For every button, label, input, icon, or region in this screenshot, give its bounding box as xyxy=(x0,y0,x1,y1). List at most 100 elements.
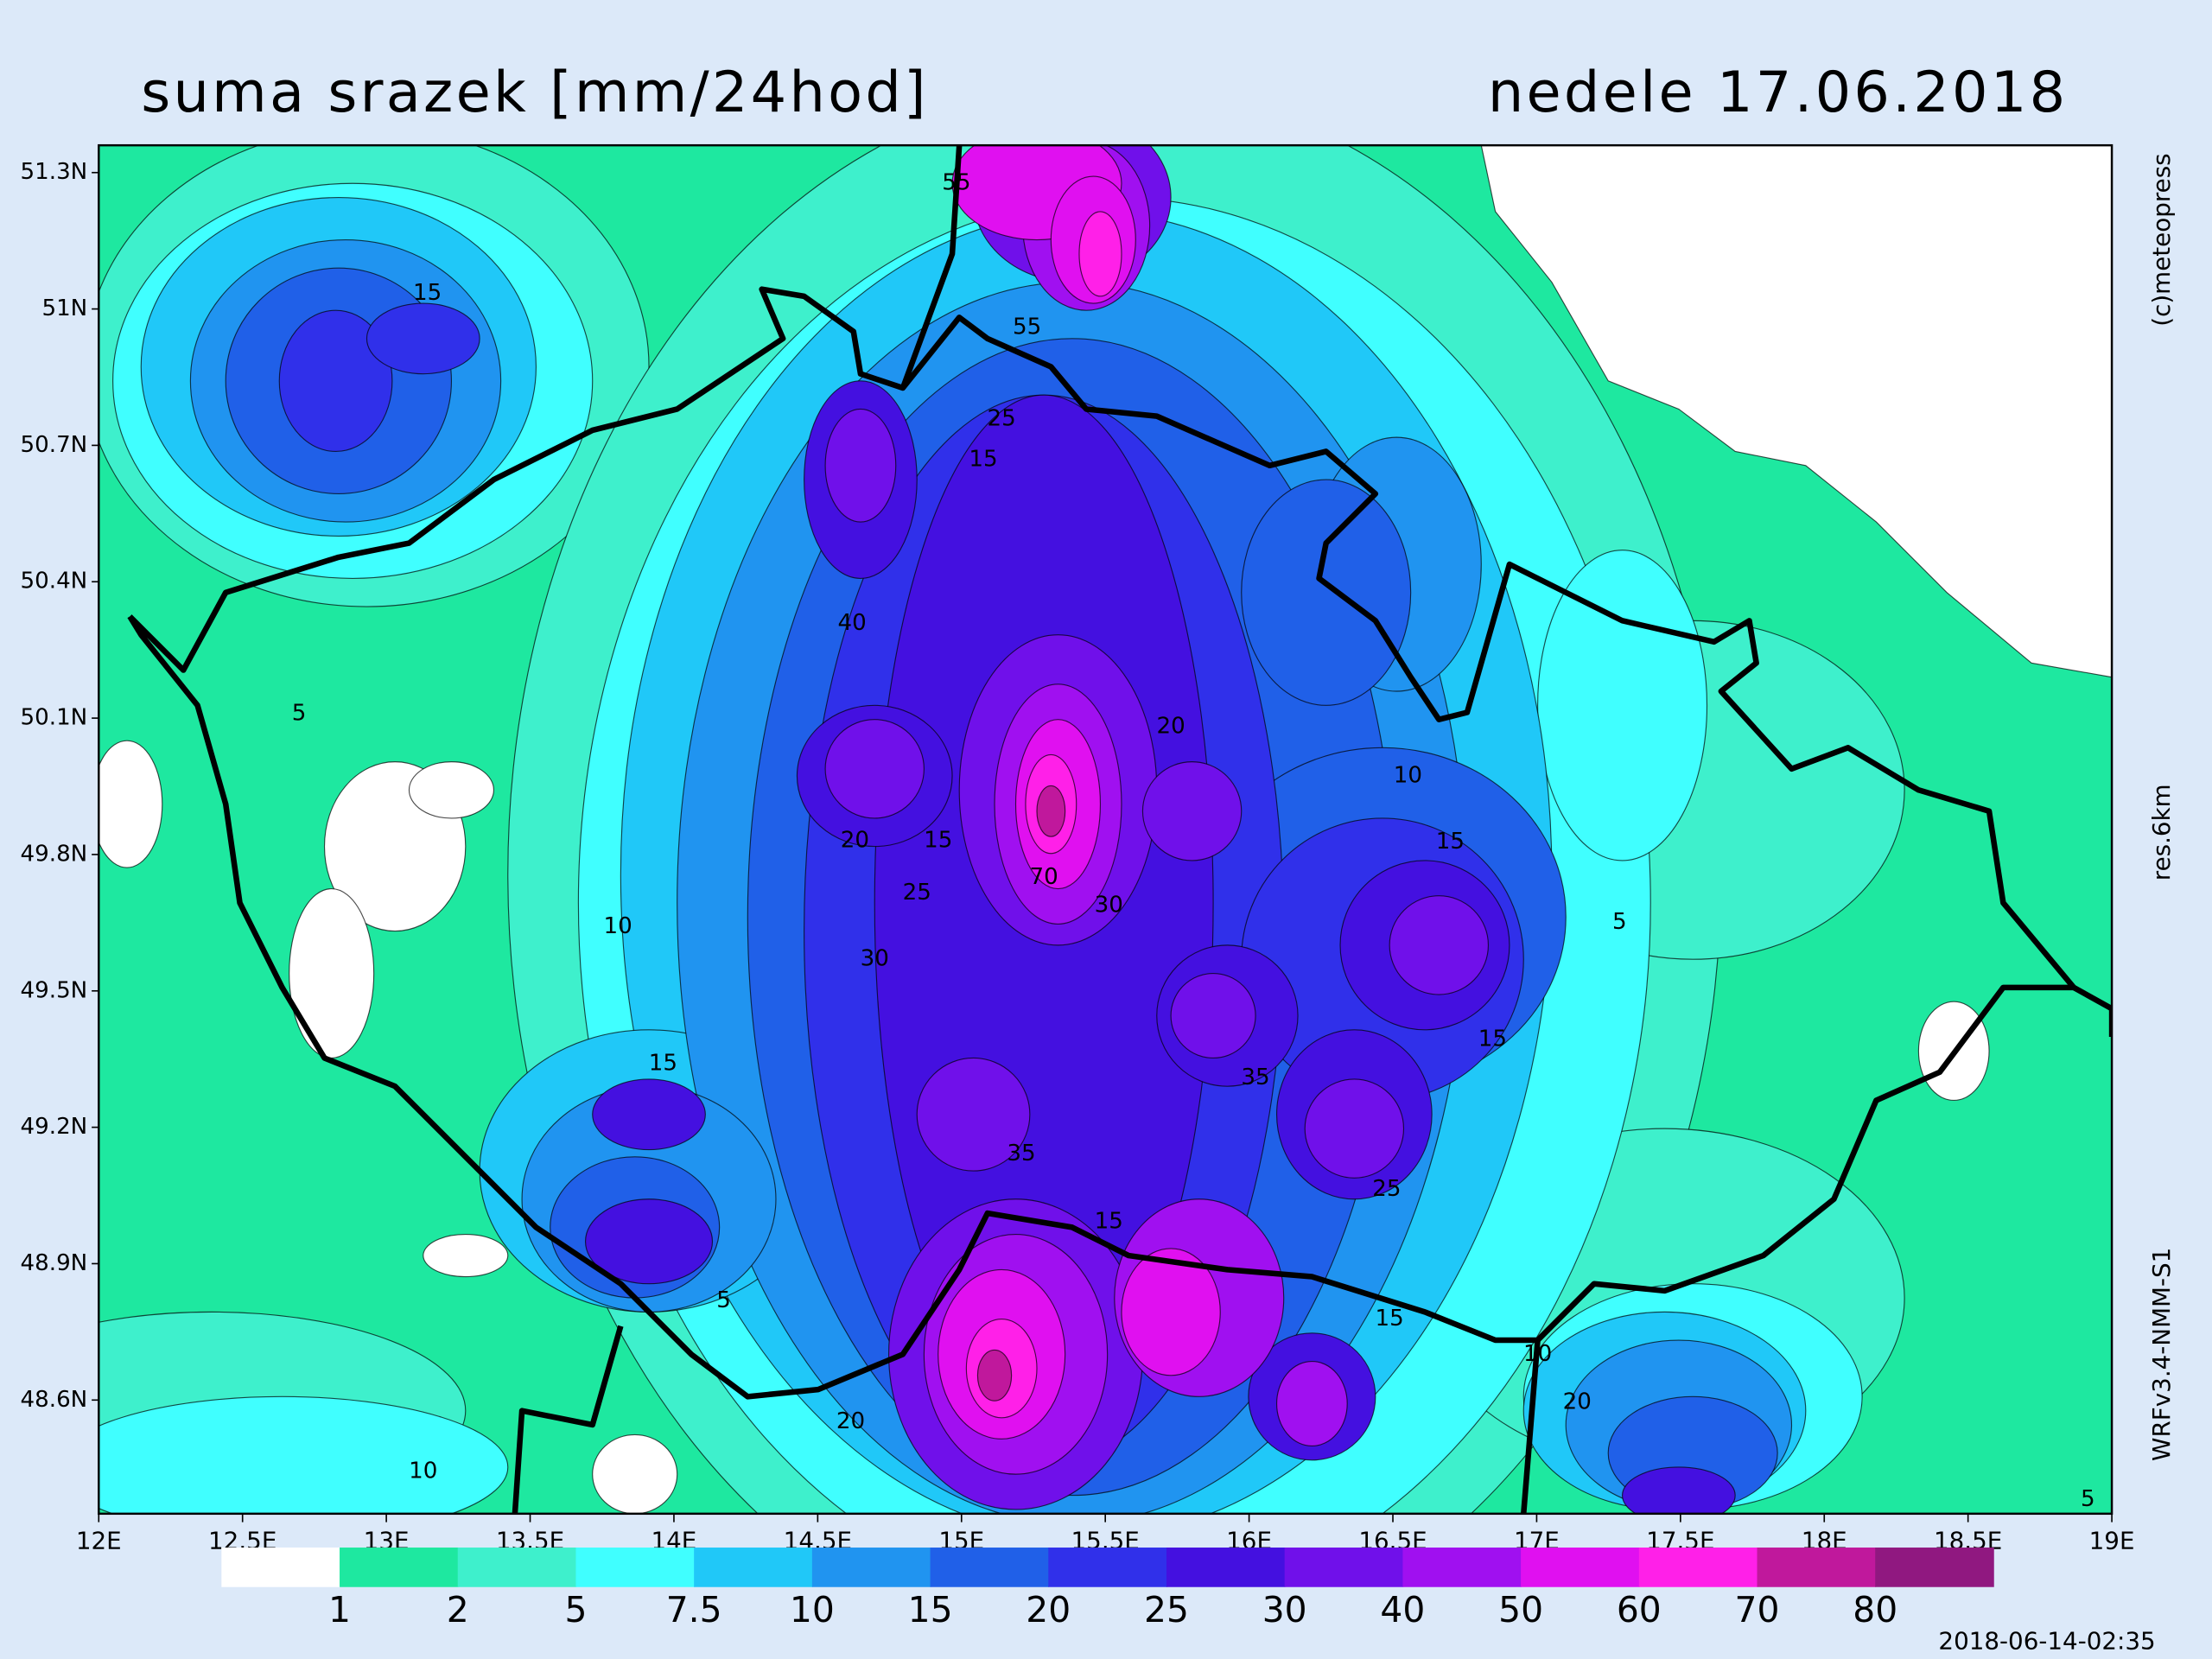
colorbar-segment xyxy=(811,1548,931,1587)
y-tick-label: 50.7N xyxy=(21,432,88,458)
contour-label: 5 xyxy=(292,701,307,727)
contour-label: 20 xyxy=(1563,1389,1592,1414)
contour-label: 5 xyxy=(2081,1486,2095,1512)
field-dry-area xyxy=(1480,145,2113,678)
title: suma srazek [mm/24hod] xyxy=(141,60,929,125)
contour-label: 10 xyxy=(409,1458,437,1484)
precip-area xyxy=(584,1198,714,1285)
colorbar-label: 30 xyxy=(1262,1589,1307,1630)
colorbar-label: 7.5 xyxy=(666,1589,722,1630)
colorbar-label: 80 xyxy=(1853,1589,1897,1630)
colorbar-segment xyxy=(694,1548,813,1587)
precip-area xyxy=(976,1349,1013,1402)
y-tick-label: 49.2N xyxy=(21,1114,88,1140)
precip-area xyxy=(1141,761,1243,861)
border xyxy=(512,1325,624,1514)
precip-area xyxy=(1275,1360,1348,1447)
contour-label: 30 xyxy=(1095,893,1123,918)
precip-area xyxy=(423,1234,509,1278)
colorbar-segment xyxy=(1521,1548,1640,1587)
colorbar-segment xyxy=(1638,1548,1758,1587)
contour-label: 10 xyxy=(1394,762,1422,788)
contour-label: 10 xyxy=(603,913,632,939)
precip-area xyxy=(1389,895,1490,995)
precip-area xyxy=(99,740,163,868)
colorbar-segment xyxy=(575,1548,695,1587)
colorbar-segment xyxy=(340,1548,459,1587)
contour-label: 15 xyxy=(924,828,952,854)
colorbar-label: 1 xyxy=(328,1589,351,1630)
precip-area xyxy=(1304,1078,1405,1179)
y-tick-label: 48.9N xyxy=(21,1250,88,1276)
timestamp: 2018-06-14-02:35 xyxy=(1938,1626,2155,1655)
contour-label: 20 xyxy=(841,828,869,854)
colorbar-label: 70 xyxy=(1735,1589,1780,1630)
contour-label: 15 xyxy=(1095,1208,1123,1234)
contour-label: 25 xyxy=(988,405,1016,431)
y-tick-label: 48.6N xyxy=(21,1387,88,1413)
precip-area xyxy=(278,309,393,453)
contour-label: 40 xyxy=(838,610,867,636)
contour-label: 15 xyxy=(1478,1027,1507,1052)
y-tick-label: 49.8N xyxy=(21,841,88,867)
colorbar-label: 2 xyxy=(447,1589,469,1630)
contour-label: 15 xyxy=(413,280,442,306)
precip-area xyxy=(916,1057,1031,1172)
contour-label: 15 xyxy=(969,447,997,473)
contour-label: 20 xyxy=(836,1408,865,1434)
precip-area xyxy=(824,719,925,819)
x-tick-label: 12E xyxy=(76,1526,122,1554)
contour-label: 25 xyxy=(903,880,931,906)
precip-area xyxy=(592,1433,678,1514)
colorbar-label: 60 xyxy=(1617,1589,1662,1630)
copyright: (c)meteopress xyxy=(2147,153,2176,326)
precip-area xyxy=(408,761,494,819)
contour-label: 25 xyxy=(1372,1176,1401,1202)
precip-area xyxy=(99,1395,509,1514)
colorbar-segment xyxy=(457,1548,577,1587)
precip-area xyxy=(365,302,480,375)
precip-area xyxy=(1170,972,1256,1059)
precip-area xyxy=(1537,550,1708,861)
precip-area xyxy=(824,408,897,523)
date: nedele 17.06.2018 xyxy=(1488,60,2069,125)
precip-area xyxy=(592,1078,706,1151)
precip-area xyxy=(1121,1248,1221,1376)
contour-label: 30 xyxy=(861,946,889,972)
colorbar-segment xyxy=(1757,1548,1877,1587)
colorbar-segment xyxy=(1875,1548,1994,1587)
colorbar-segment xyxy=(1048,1548,1167,1587)
contour-label: 35 xyxy=(1007,1141,1035,1166)
precip-area xyxy=(1036,785,1066,837)
czech-border xyxy=(127,286,2077,1400)
border xyxy=(1521,1339,1541,1514)
colorbar-segment xyxy=(221,1548,340,1587)
colorbar-label: 15 xyxy=(908,1589,953,1630)
colorbar-label: 5 xyxy=(564,1589,587,1630)
colorbar-label: 50 xyxy=(1498,1589,1543,1630)
colorbar-segment xyxy=(1402,1548,1522,1587)
contour-label: 15 xyxy=(1436,829,1465,855)
contour-label: 5 xyxy=(716,1287,731,1313)
colorbar-segment xyxy=(1166,1548,1286,1587)
border xyxy=(899,145,963,390)
precip-area xyxy=(1621,1466,1736,1514)
y-tick-label: 49.5N xyxy=(21,977,88,1003)
model-name: WRFv3.4-NMM-S1 xyxy=(2147,1248,2176,1461)
colorbar-segment xyxy=(930,1548,1050,1587)
contour-label: 35 xyxy=(1241,1065,1269,1090)
y-tick-label: 51N xyxy=(41,296,87,321)
resolution: res.6km xyxy=(2147,784,2176,880)
contour-label: 55 xyxy=(1013,314,1041,340)
x-tick-label: 19E xyxy=(2089,1526,2135,1554)
contour-label: 70 xyxy=(1030,864,1058,890)
border xyxy=(2072,985,2113,1037)
colorbar-segment xyxy=(1284,1548,1404,1587)
colorbar-label: 40 xyxy=(1380,1589,1425,1630)
contour-label: 5 xyxy=(1612,909,1627,935)
colorbar-label: 25 xyxy=(1144,1589,1189,1630)
precip-area xyxy=(1078,211,1122,297)
colorbar-label: 10 xyxy=(790,1589,835,1630)
